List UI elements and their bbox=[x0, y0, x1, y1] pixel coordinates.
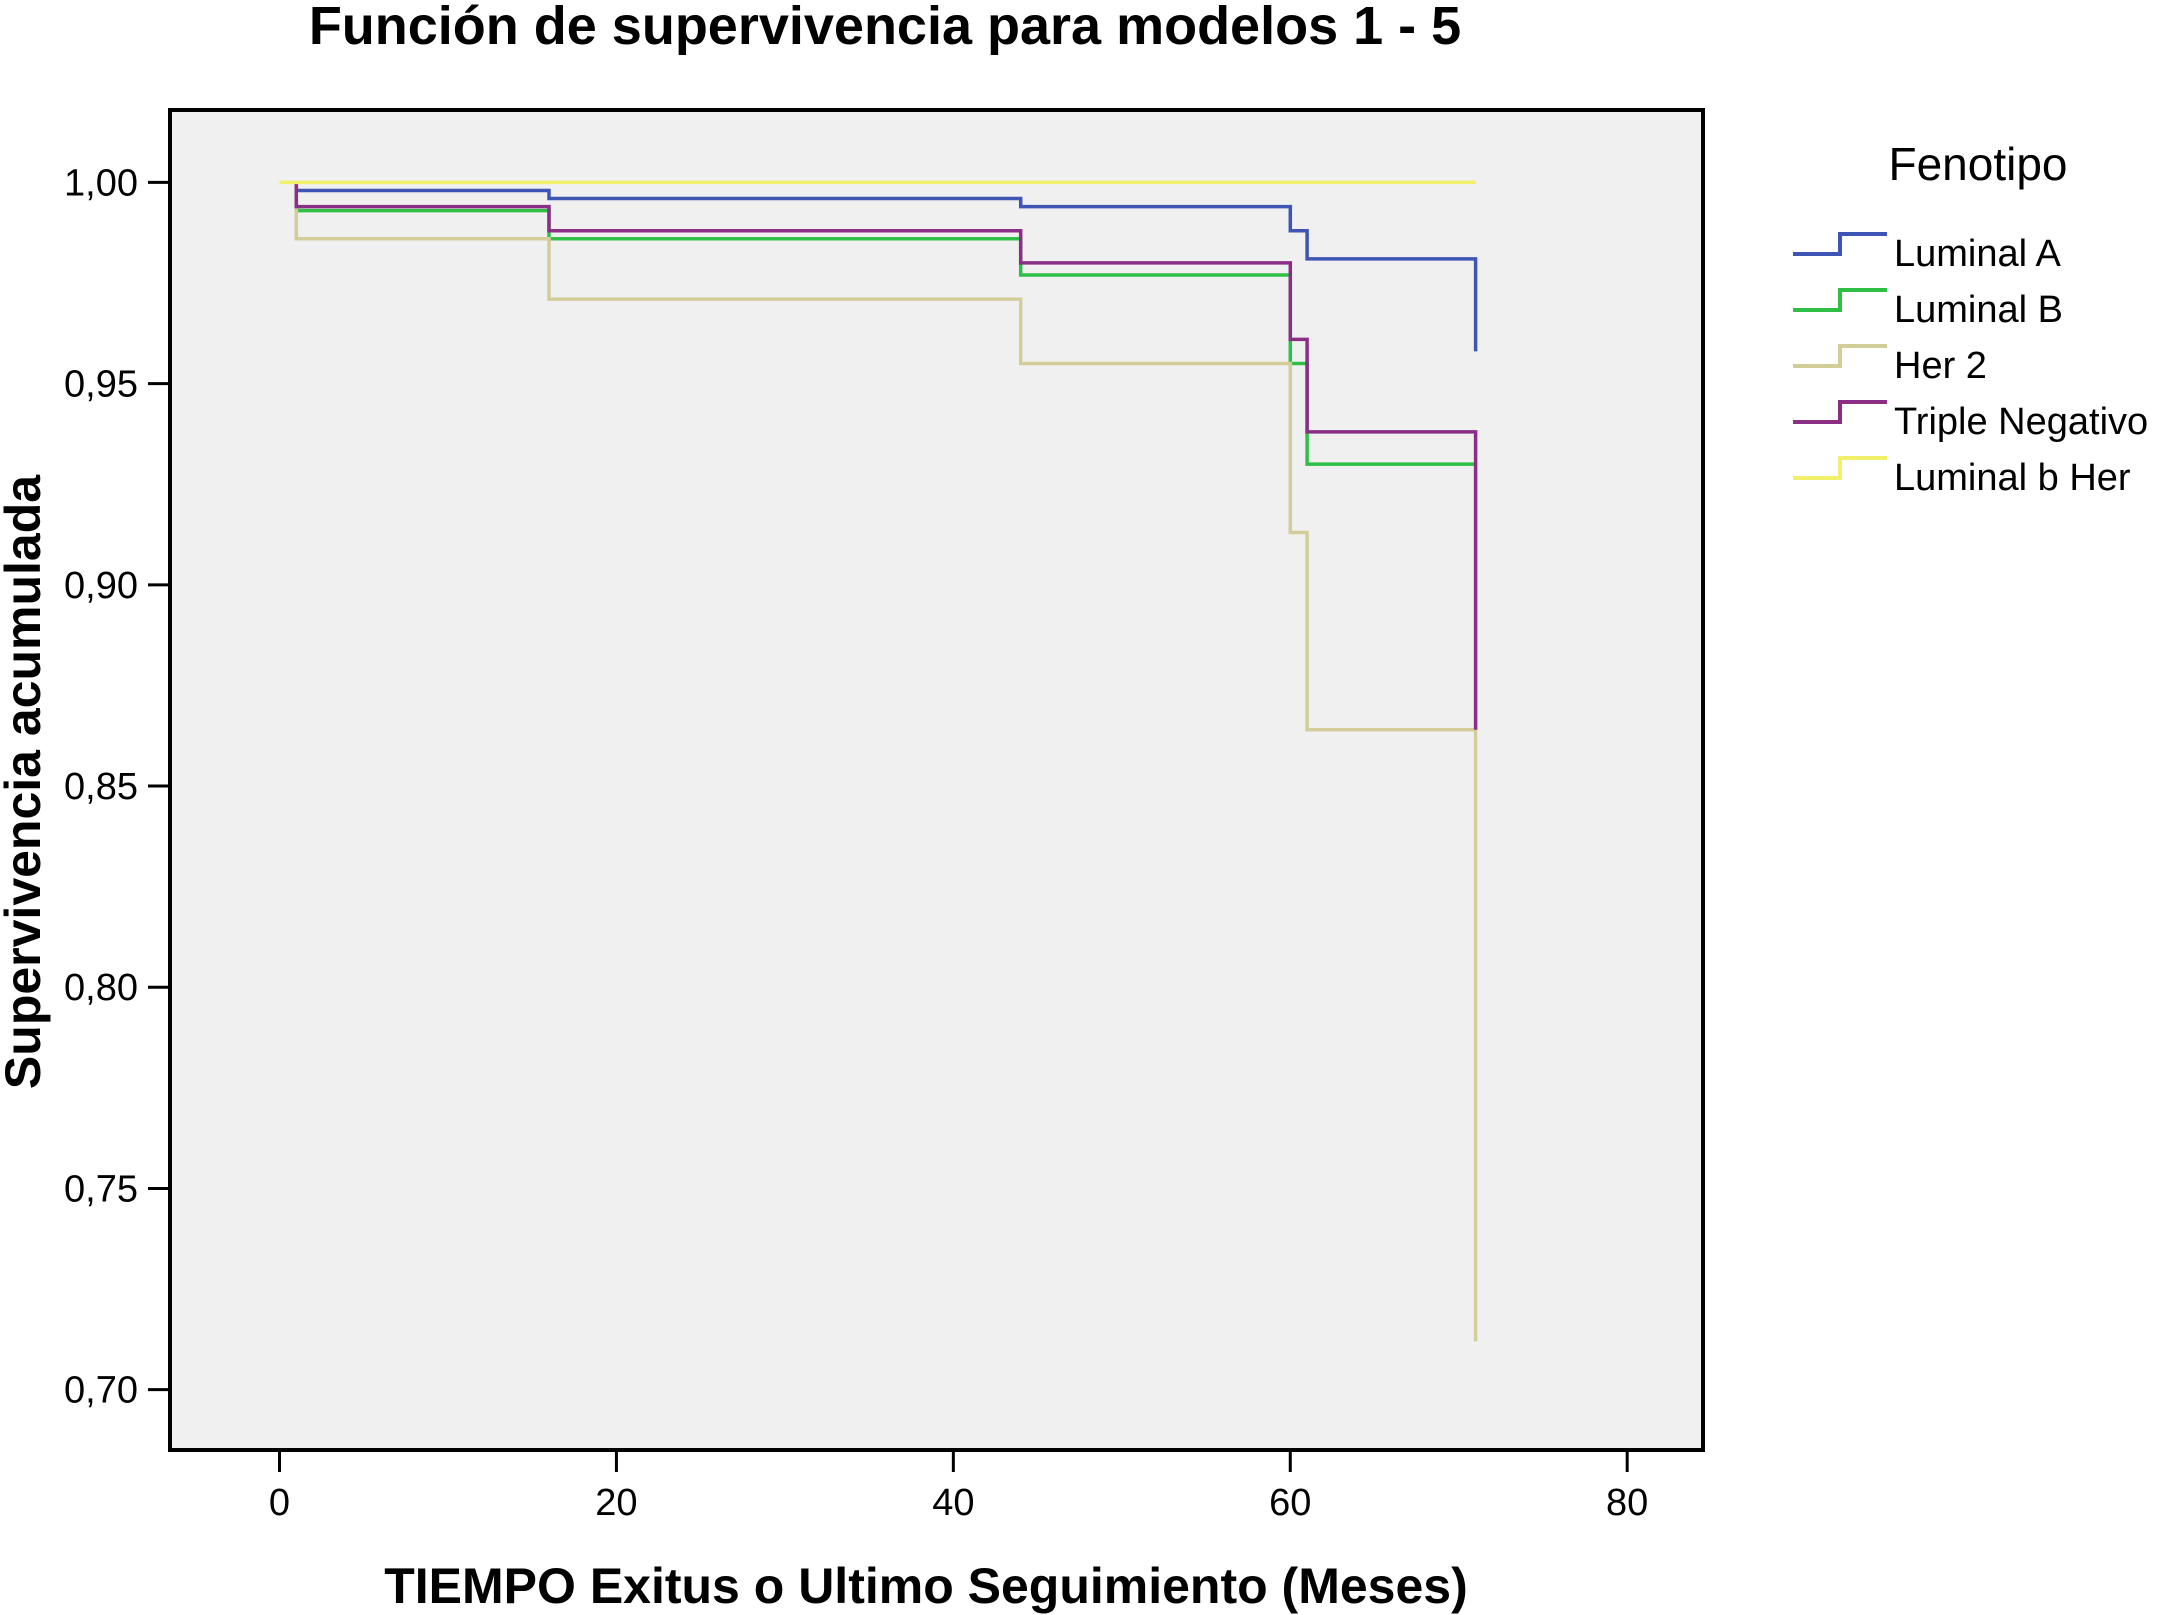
x-tick-label: 20 bbox=[595, 1482, 637, 1524]
y-axis-label: Supervivencia acumulada bbox=[0, 474, 51, 1089]
legend-swatch-4 bbox=[1793, 456, 1887, 480]
x-tick-label: 60 bbox=[1269, 1482, 1311, 1524]
x-axis: 0 20 40 60 80 bbox=[269, 1450, 1648, 1524]
legend-label-1: Luminal B bbox=[1894, 289, 2063, 331]
y-tick-label: 0,75 bbox=[64, 1168, 138, 1210]
legend: Fenotipo Luminal A Luminal B Her 2 Triple N… bbox=[1793, 138, 2148, 499]
y-tick-label: 1,00 bbox=[64, 162, 138, 204]
y-tick-label: 0,70 bbox=[64, 1370, 138, 1412]
x-tick-label: 40 bbox=[932, 1482, 974, 1524]
legend-items: Luminal A Luminal B Her 2 Triple Negativo Lu… bbox=[1793, 232, 2148, 499]
legend-swatch-1 bbox=[1793, 288, 1887, 312]
y-tick-label: 0,95 bbox=[64, 364, 138, 406]
chart-title: Función de supervivencia para modelos 1 … bbox=[309, 0, 1461, 56]
legend-title: Fenotipo bbox=[1888, 138, 2067, 190]
legend-swatch-0 bbox=[1793, 232, 1887, 256]
legend-swatch-3 bbox=[1793, 400, 1887, 424]
legend-swatch-2 bbox=[1793, 344, 1887, 368]
series-layer bbox=[279, 180, 1478, 1342]
y-axis: 0,70 0,75 0,80 0,85 0,90 0,95 1,00 bbox=[64, 162, 170, 1412]
x-tick-label: 0 bbox=[269, 1482, 290, 1524]
series-line-0 bbox=[294, 182, 1478, 352]
plot-area bbox=[168, 108, 1705, 1452]
series-line-2 bbox=[294, 182, 1478, 1342]
x-axis-label: TIEMPO Exitus o Ultimo Seguimiento (Mese… bbox=[384, 1558, 1467, 1614]
y-tick-label: 0,85 bbox=[64, 766, 138, 808]
legend-label-0: Luminal A bbox=[1894, 233, 2062, 275]
series-line-3 bbox=[294, 182, 1478, 730]
legend-label-2: Her 2 bbox=[1894, 345, 1987, 387]
x-tick-label: 80 bbox=[1606, 1482, 1648, 1524]
legend-label-4: Luminal b Her bbox=[1894, 457, 2131, 499]
y-tick-label: 0,80 bbox=[64, 967, 138, 1009]
y-tick-label: 0,90 bbox=[64, 565, 138, 607]
legend-label-3: Triple Negativo bbox=[1894, 401, 2148, 443]
